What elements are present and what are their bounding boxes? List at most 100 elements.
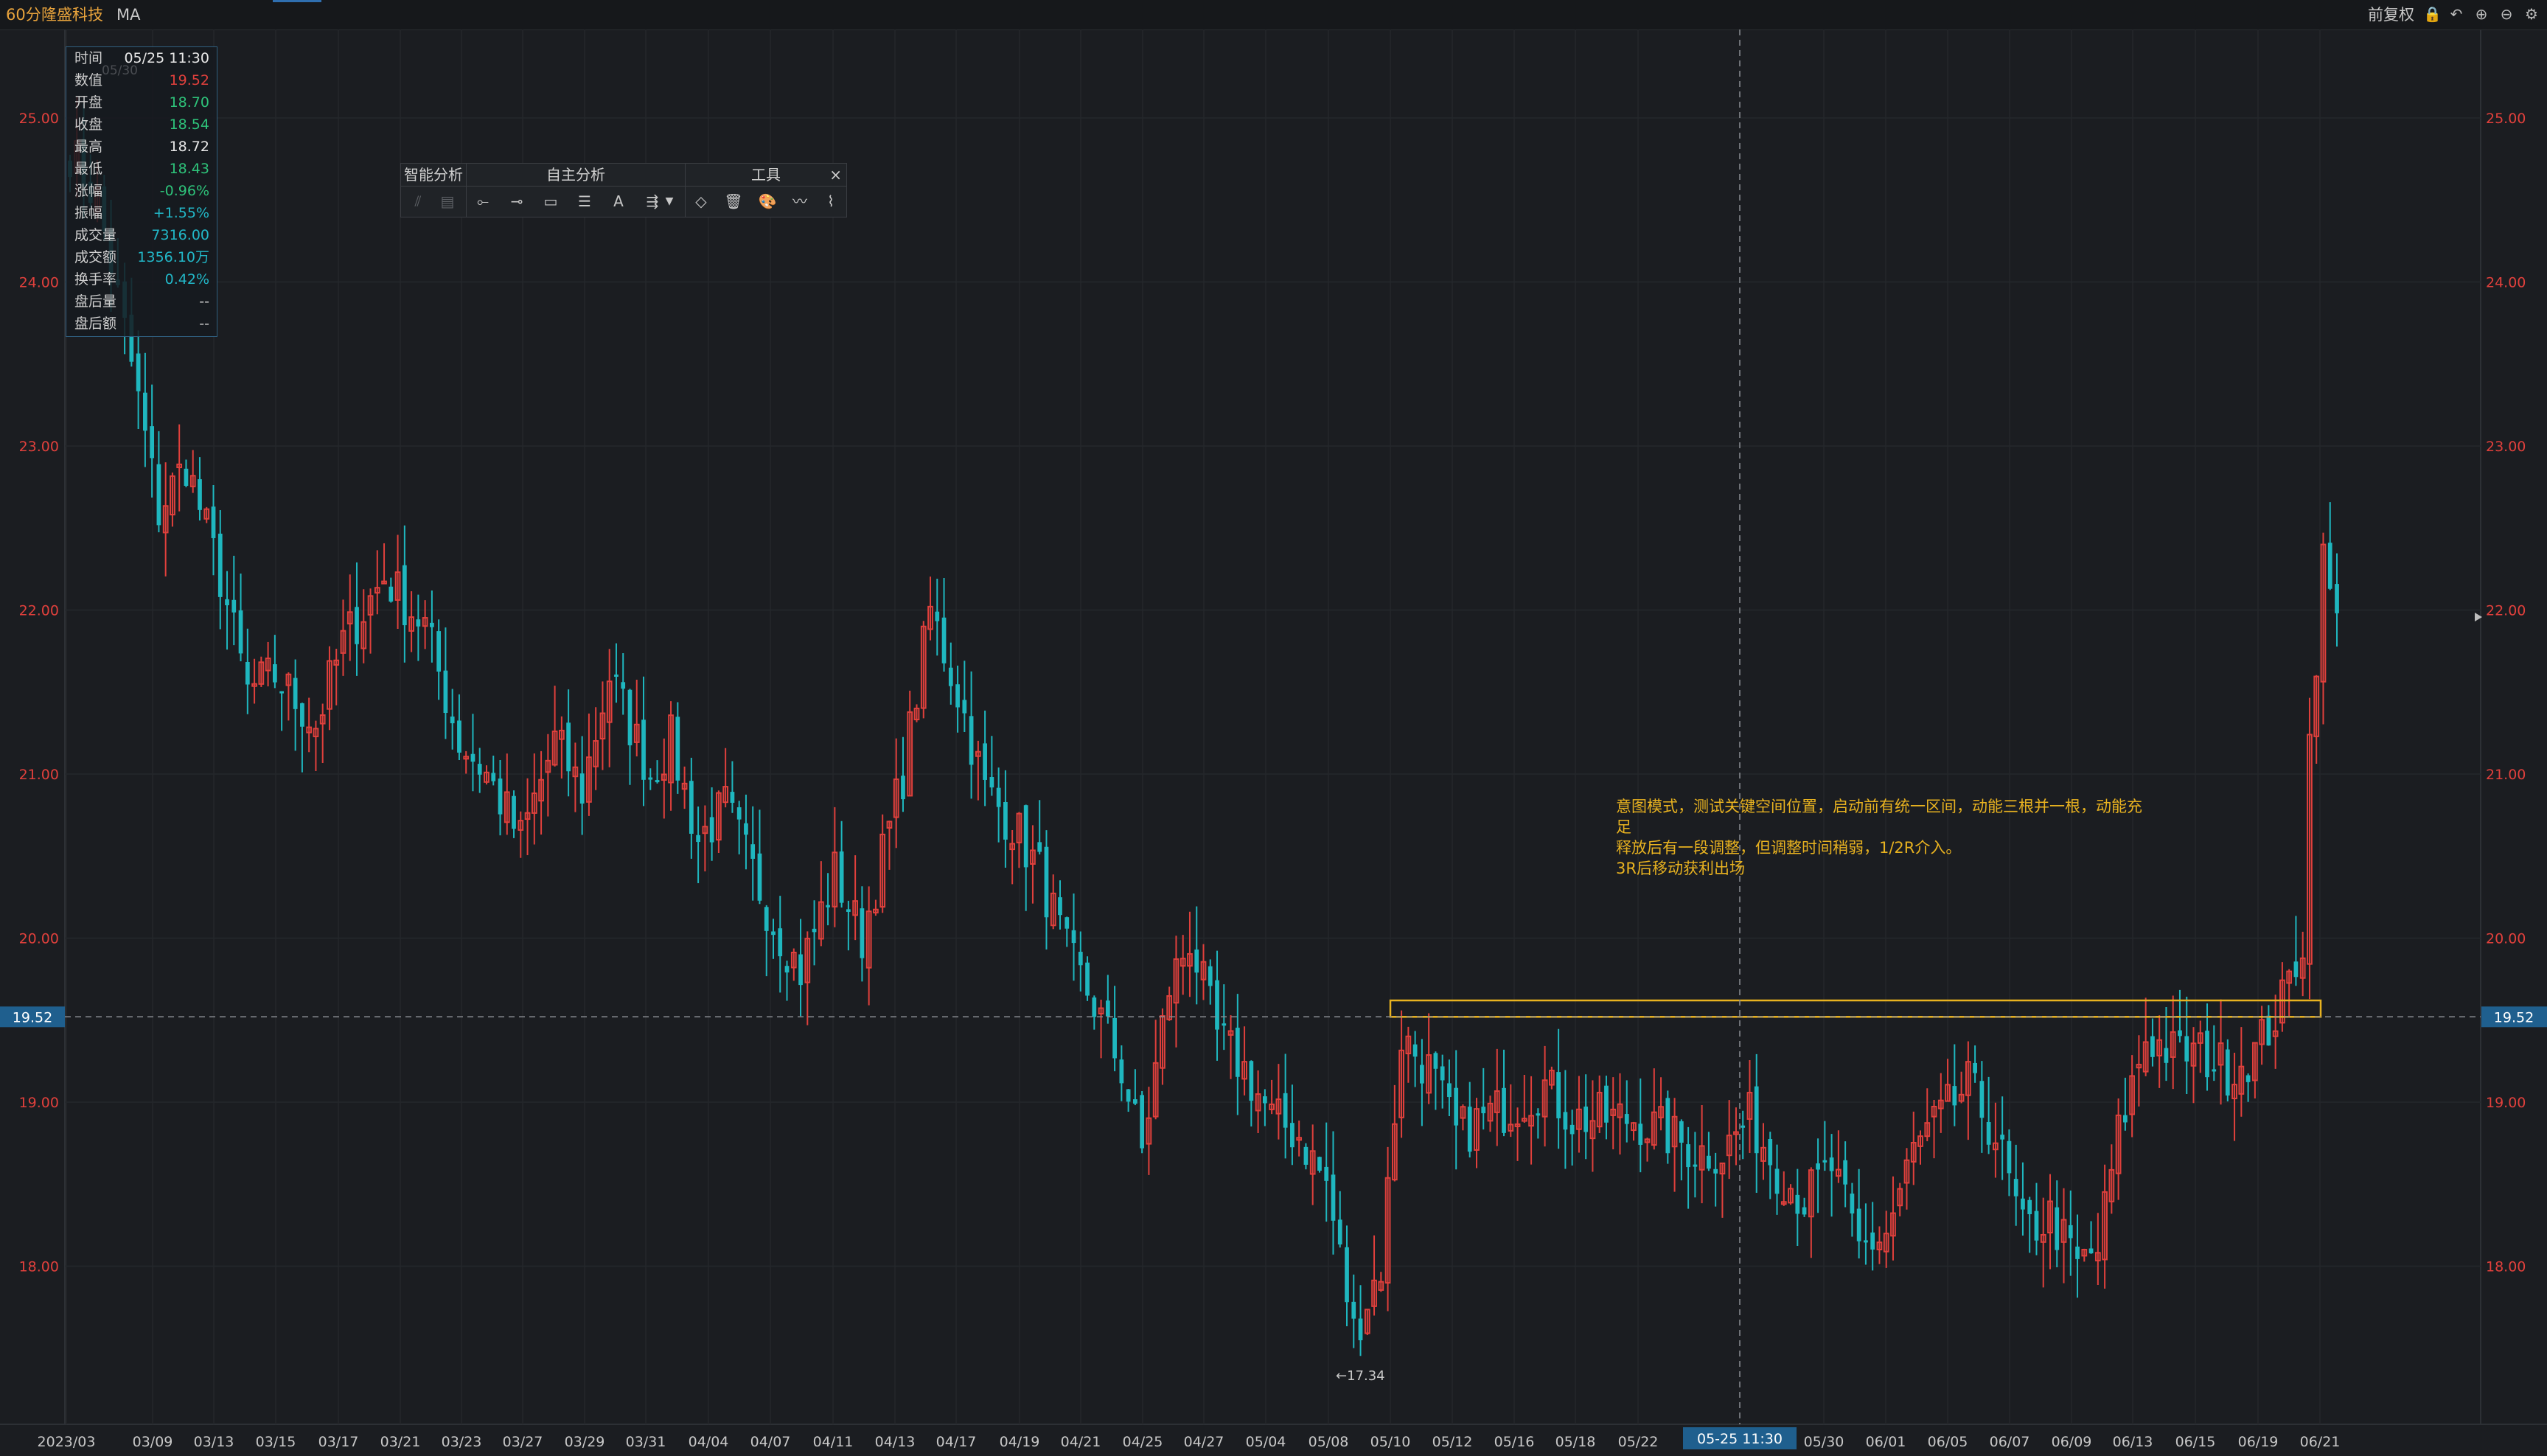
candle-body-down [812, 928, 817, 933]
x-tick-label: 05/30 [1804, 1434, 1844, 1450]
info-label: 最高 [74, 139, 103, 155]
candle-body-up [203, 508, 210, 520]
candle-body-down [1433, 1053, 1438, 1069]
x-tick-label: 06/05 [1928, 1434, 1968, 1450]
rectangle-tool-icon[interactable]: ▭ [543, 192, 558, 210]
candle-body-down [955, 684, 960, 708]
candle-body-down [2164, 1048, 2169, 1063]
candle-body-down [1624, 1114, 1629, 1124]
x-tick-label: 06/19 [2238, 1434, 2279, 1450]
y-tick-label-left: 23.00 [19, 439, 59, 455]
candle-body-down [1003, 802, 1008, 840]
ray-tool-icon[interactable]: ⊸ [510, 192, 523, 210]
candle-body-down [1679, 1121, 1684, 1143]
chevron-down-icon[interactable]: ▼ [665, 195, 674, 207]
x-tick-label: 04/21 [1061, 1434, 1101, 1450]
x-tick-label: 06/21 [2300, 1434, 2341, 1450]
close-icon[interactable]: × [829, 166, 842, 184]
candle-body-up [1726, 1135, 1732, 1157]
gear-icon[interactable]: ⚙ [2525, 5, 2538, 23]
candle-body-up [2259, 1019, 2265, 1045]
zoom-in-icon[interactable]: ⊕ [2475, 5, 2488, 23]
fibonacci-tool-icon[interactable]: ☰ [578, 192, 591, 210]
zoom-out-icon[interactable]: ⊖ [2500, 5, 2513, 23]
y-tick-label-right: 19.00 [2486, 1095, 2526, 1111]
info-value: 18.43 [169, 161, 209, 177]
candle-body-down [1044, 846, 1049, 918]
candle-body-down [1222, 1023, 1227, 1026]
strategy-annotation[interactable]: 意图模式，测试关键空间位置，启动前有统一区间，动能三根并一根，动能充 足 释放后… [1616, 796, 2176, 879]
candle-body-down [689, 781, 694, 834]
info-label: 时间 [74, 50, 103, 66]
candle-body-up [661, 773, 667, 781]
candle-body-down [621, 682, 626, 689]
candle-body-down [1447, 1083, 1452, 1098]
candle-body-down [184, 468, 189, 487]
candle-body-down [1693, 1164, 1698, 1167]
candle-body-up [2094, 1252, 2101, 1261]
palette-icon[interactable]: 🎨 [758, 192, 777, 210]
candle-body-up [538, 778, 544, 802]
candle-body-up [306, 726, 313, 734]
candle-body-down [1126, 1089, 1131, 1102]
trash-icon[interactable]: 🗑 [724, 192, 743, 210]
candle-body-up [2279, 979, 2285, 1024]
candle-body-down [1604, 1085, 1609, 1123]
info-row: 收盘 18.54 [66, 114, 217, 136]
candle-body-down [498, 778, 503, 815]
candle-body-up [1788, 1188, 1794, 1204]
candle-body-up [1030, 849, 1036, 865]
crosshair-price-tag-right [2481, 1006, 2547, 1028]
candle-body-down [231, 599, 237, 613]
candle-body-up [2307, 734, 2313, 965]
indicator-label[interactable]: MA [116, 6, 141, 24]
channel-tool-icon[interactable]: ▤ [440, 192, 455, 210]
candle-body-down [1208, 966, 1213, 986]
candle-body-up [1200, 961, 1207, 980]
eraser-icon[interactable]: ◇ [695, 192, 707, 210]
candle-body-down [136, 353, 141, 391]
candle-body-down [744, 823, 748, 835]
y-tick-label-right: 25.00 [2486, 111, 2526, 127]
line-style-icon[interactable]: 〰 [792, 192, 807, 210]
magnet-icon[interactable]: ⌇ [827, 192, 835, 210]
x-tick-label: 04/19 [1000, 1434, 1040, 1450]
pattern-tool-icon[interactable]: ⇶ [646, 192, 659, 210]
candle-body-up [1398, 1049, 1404, 1118]
candle-body-up [865, 910, 872, 969]
candle-body-down [1235, 1028, 1240, 1077]
undo-icon[interactable]: ↶ [2450, 5, 2463, 23]
candle-body-up [1160, 1015, 1166, 1069]
x-tick-label: 04/07 [750, 1434, 791, 1450]
candle-body-up [1917, 1135, 1923, 1147]
crosshair-time-tag [1683, 1427, 1797, 1449]
candle-body-down [962, 700, 967, 714]
info-row: 盘后额 -- [66, 313, 217, 335]
info-value: 18.72 [169, 139, 209, 155]
y-tick-label-right: 21.00 [2486, 767, 2526, 783]
stock-name[interactable]: 隆盛科技 [41, 6, 103, 24]
candle-body-up [1617, 1103, 1623, 1118]
info-row: 成交额 1356.10万 [66, 246, 217, 268]
candle-body-down [798, 954, 803, 986]
text-tool-icon[interactable]: A [613, 192, 624, 210]
info-panel: 时间 05/25 11:30 数值 19.52 开盘 18.70 收盘 18.54 最高 18.7… [66, 46, 217, 337]
candle-body-up [2142, 1041, 2149, 1073]
candle-body-down [2205, 1031, 2209, 1078]
candle-body-down [129, 314, 134, 362]
candle-body-down [402, 565, 407, 626]
candle-body-up [394, 571, 401, 601]
candle-body-up [879, 833, 886, 908]
interval-label[interactable]: 60分 [6, 6, 41, 24]
y-tick-label-right: 20.00 [2486, 931, 2526, 947]
segment-tool-icon[interactable]: ⟜ [477, 192, 489, 210]
info-value: -- [199, 316, 209, 332]
lock-icon[interactable]: 🔒 [2423, 5, 2442, 23]
candle-body-down [1973, 1062, 1977, 1073]
fq-mode-label[interactable]: 前复权 [2368, 6, 2414, 24]
candle-body-up [2272, 1030, 2279, 1037]
parallel-line-tool-icon[interactable]: ⫽ [414, 192, 422, 210]
candle-body-down [1324, 1166, 1329, 1181]
candle-body-up [1596, 1092, 1603, 1128]
